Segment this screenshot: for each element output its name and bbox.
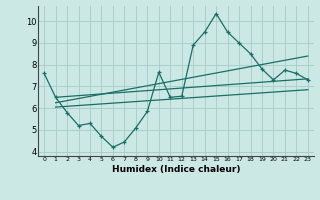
X-axis label: Humidex (Indice chaleur): Humidex (Indice chaleur): [112, 165, 240, 174]
